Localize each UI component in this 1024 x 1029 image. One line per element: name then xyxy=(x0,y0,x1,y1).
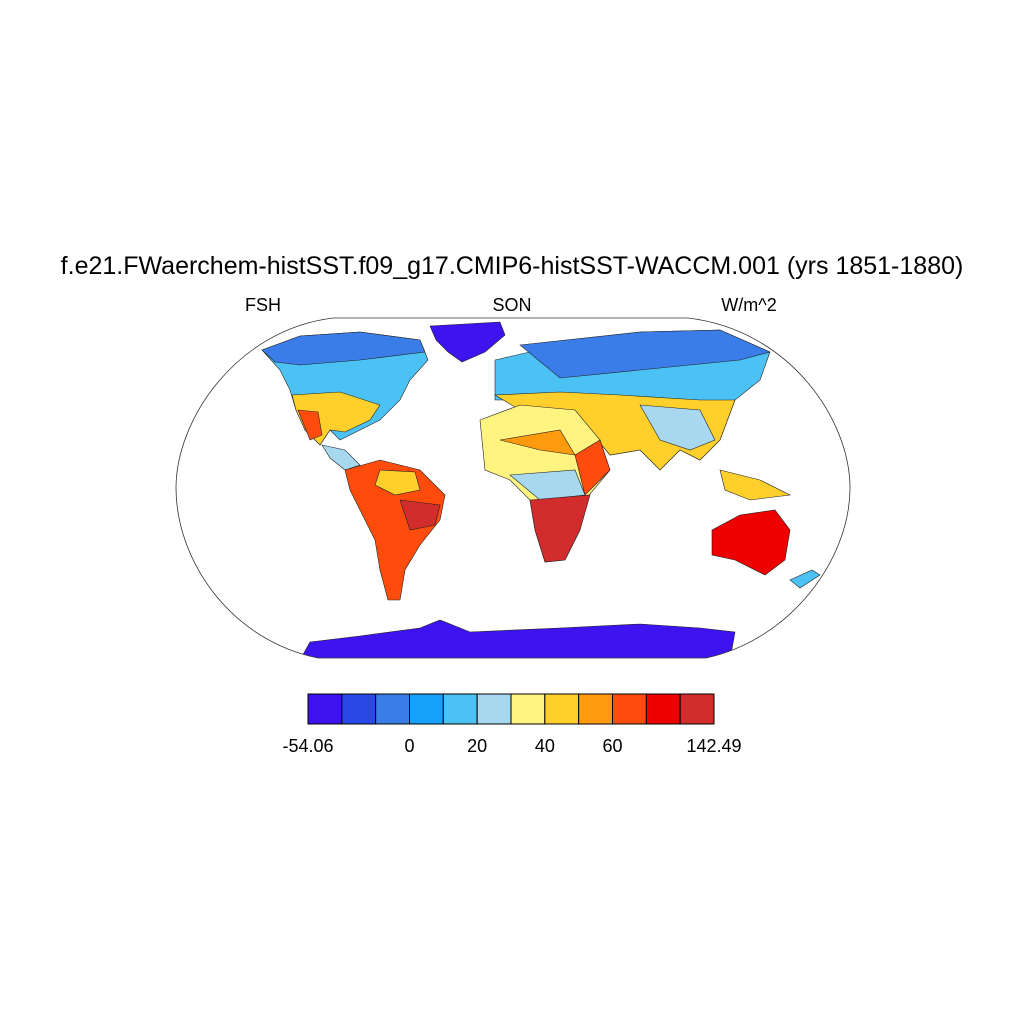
map xyxy=(175,317,851,659)
center-subtitle: SON xyxy=(492,295,531,315)
colorbar-box xyxy=(510,693,546,725)
colorbar-label: 0 xyxy=(404,736,414,756)
colorbar-box xyxy=(544,693,580,725)
colorbar-box xyxy=(341,693,377,725)
colorbar-box xyxy=(409,693,444,725)
right-subtitle: W/m^2 xyxy=(721,295,776,315)
colorbar-box xyxy=(307,693,343,725)
colorbar-label: 40 xyxy=(535,736,555,756)
left-subtitle: FSH xyxy=(245,295,281,315)
colorbar-box xyxy=(476,693,512,725)
colorbar-label: 20 xyxy=(467,736,487,756)
colorbar: -54.06 0 20 40 60 142.49 xyxy=(282,693,742,756)
colorbar-box xyxy=(679,693,715,725)
colorbar-box xyxy=(645,693,681,725)
colorbar-label: 142.49 xyxy=(686,736,741,756)
colorbar-label: -54.06 xyxy=(282,736,333,756)
colorbar-box xyxy=(612,693,647,725)
title: f.e21.FWaerchem-histSST.f09_g17.CMIP6-hi… xyxy=(61,252,964,280)
colorbar-box xyxy=(375,693,410,725)
colorbar-box xyxy=(442,693,478,725)
colorbar-box xyxy=(578,693,614,725)
colorbar-label: 60 xyxy=(602,736,622,756)
